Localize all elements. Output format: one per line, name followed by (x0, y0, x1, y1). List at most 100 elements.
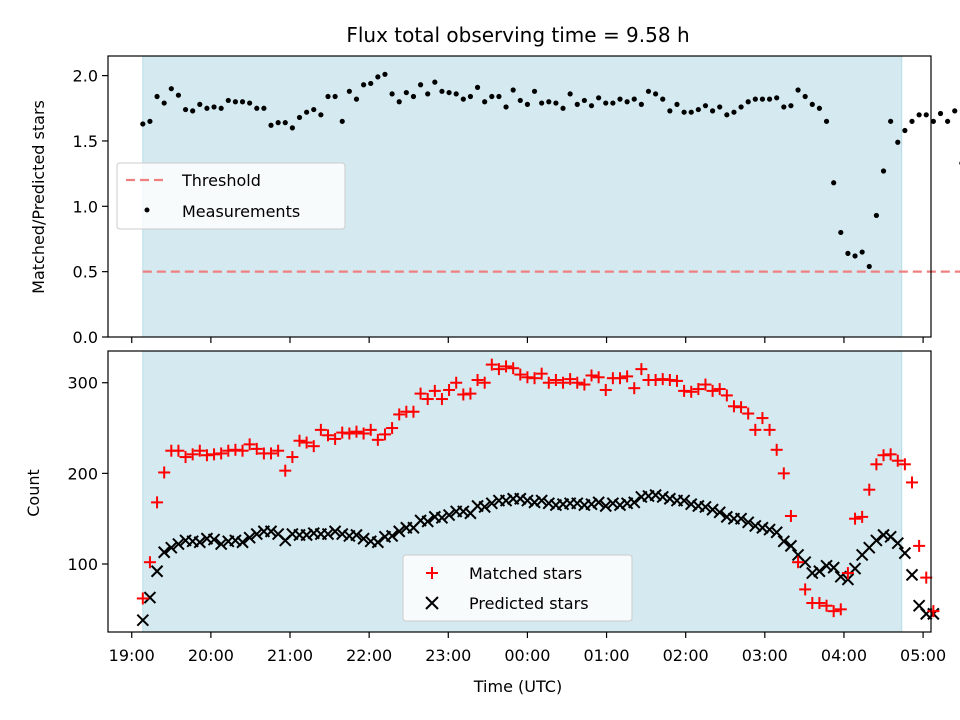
matched-star-point (343, 427, 356, 440)
matched-star-point (557, 376, 570, 389)
predicted-star-point (143, 591, 157, 604)
predicted-star-point (606, 497, 620, 510)
matched-star-point (421, 393, 434, 406)
predicted-star-point (891, 536, 904, 550)
matched-star-point (542, 376, 555, 389)
matched-star-point (215, 447, 228, 460)
measurement-point (517, 97, 523, 104)
predicted-star-point (870, 534, 883, 547)
matched-star-point (193, 444, 206, 457)
legend-measurement-label: Measurements (182, 202, 300, 221)
predicted-star-point (499, 494, 513, 507)
bottom-xtick-label: 23:00 (425, 646, 471, 665)
matched-star-point (172, 444, 185, 457)
predicted-star-point (649, 488, 662, 502)
measurement-point (866, 263, 872, 270)
measurement-point (239, 99, 246, 105)
measurement-point (702, 103, 709, 109)
measurement-point (667, 108, 673, 114)
top-measurement-points (140, 71, 960, 270)
measurement-point (254, 105, 260, 111)
measurement-point (289, 125, 295, 131)
bottom-ytick-label: 200 (67, 464, 98, 483)
measurement-point (653, 91, 659, 97)
measurement-point (382, 71, 388, 77)
predicted-star-point (328, 525, 342, 538)
measurement-point (617, 96, 623, 102)
measurement-point (161, 100, 167, 106)
matched-star-point (699, 378, 712, 391)
measurement-point (268, 122, 274, 128)
bottom-xtick-label: 20:00 (188, 646, 234, 665)
measurement-point (197, 101, 203, 107)
matched-star-point (891, 454, 904, 467)
predicted-star-point (157, 546, 171, 559)
matched-star-point (535, 367, 548, 380)
measurement-point (182, 106, 189, 113)
matched-star-point (143, 556, 156, 569)
top-ytick-label: 2.0 (73, 67, 98, 86)
measurement-point (403, 89, 409, 96)
matched-star-point (856, 510, 869, 523)
top-ytick-label: 1.0 (73, 197, 98, 216)
measurement-point (168, 86, 174, 92)
matched-star-point (898, 458, 911, 471)
measurement-point (140, 121, 146, 127)
predicted-star-point (628, 496, 641, 509)
matched-star-point (913, 539, 926, 552)
measurement-point (759, 96, 766, 102)
measurement-point (738, 104, 744, 110)
predicted-star-point (457, 505, 470, 518)
matched-star-point (549, 374, 562, 387)
bottom-xtick-label: 04:00 (821, 646, 867, 665)
top-panel: 0.00.51.01.52.0 Matched/Predicted stars … (29, 55, 960, 347)
measurement-point (417, 82, 424, 88)
predicted-star-point (393, 525, 406, 538)
measurement-point (631, 96, 637, 102)
predicted-star-point (243, 531, 256, 544)
measurement-point (432, 79, 438, 85)
predicted-star-point (905, 568, 919, 582)
measurement-point (930, 118, 936, 124)
bottom-ytick-label: 100 (67, 555, 98, 574)
predicted-star-point (421, 515, 434, 528)
predicted-star-point (357, 532, 370, 545)
measurement-point (318, 112, 324, 118)
predicted-star-point (798, 555, 812, 569)
bottom-xtick-label: 22:00 (346, 646, 392, 665)
measurement-point (225, 97, 231, 104)
predicted-star-point (336, 527, 349, 541)
measurement-point (361, 82, 367, 88)
bottom-xlabel: Time (UTC) (473, 677, 562, 696)
measurement-point (610, 100, 616, 106)
predicted-star-point (571, 497, 584, 510)
predicted-star-point (385, 529, 399, 543)
matched-star-point (386, 422, 399, 435)
measurement-point (852, 253, 858, 259)
bottom-ylabel: Count (24, 469, 43, 517)
predicted-star-point (250, 527, 263, 541)
matched-star-point (286, 451, 299, 464)
bottom-xtick-label: 00:00 (504, 646, 550, 665)
matched-star-point (870, 458, 883, 471)
matched-star-point (378, 428, 391, 441)
matched-star-point (720, 389, 733, 402)
matched-star-point (350, 425, 363, 438)
measurement-point (368, 80, 374, 87)
measurement-point (709, 108, 716, 114)
matched-star-point (492, 363, 505, 376)
measurement-point (838, 229, 844, 236)
matched-star-point (500, 360, 513, 373)
matched-star-point (614, 372, 627, 385)
legend-threshold-label: Threshold (181, 171, 261, 190)
measurement-point (816, 105, 823, 111)
matched-star-point (578, 378, 591, 391)
measurement-point (332, 93, 338, 100)
predicted-star-point (841, 573, 855, 586)
predicted-star-point (136, 614, 150, 627)
measurement-point (524, 101, 531, 107)
matched-star-point (927, 605, 940, 618)
predicted-star-point (763, 523, 776, 536)
measurement-point (503, 104, 509, 110)
